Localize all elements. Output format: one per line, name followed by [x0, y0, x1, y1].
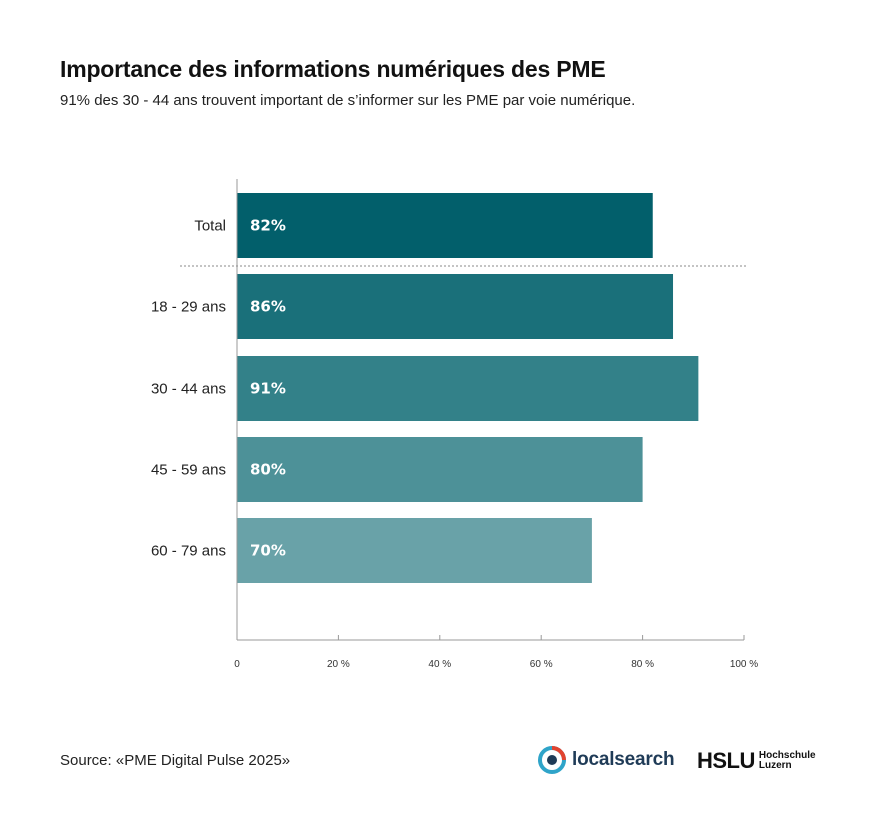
bar-value-label: 91%: [250, 380, 286, 398]
bar-value-label: 80%: [250, 461, 286, 479]
hslu-subtitle: Hochschule Luzern: [759, 751, 816, 771]
category-label: 60 - 79 ans: [151, 543, 226, 560]
bar-value-label: 82%: [250, 217, 286, 235]
bar-value-label: 86%: [250, 298, 286, 316]
bar: [237, 193, 653, 258]
chart-subtitle: 91% des 30 - 44 ans trouvent important d…: [60, 92, 636, 109]
category-label: 18 - 29 ans: [151, 299, 226, 316]
localsearch-icon: [538, 746, 566, 774]
x-tick-label: 40 %: [428, 659, 451, 670]
x-tick-label: 0: [234, 659, 240, 670]
category-label: 45 - 59 ans: [151, 462, 226, 479]
localsearch-logo: localsearch: [538, 746, 675, 774]
x-tick-label: 100 %: [730, 659, 758, 670]
bar-chart: 82% Total 86% 18 - 29 ans 91% 30 - 44 ans 80% 4…: [151, 179, 758, 670]
hslu-wordmark: HSLU: [697, 748, 755, 773]
bar: [237, 437, 643, 502]
x-tick-label: 60 %: [530, 659, 553, 670]
category-label: 30 - 44 ans: [151, 381, 226, 398]
category-label: Total: [194, 218, 226, 235]
bar: [237, 274, 674, 339]
hslu-subtitle-line1: Hochschule: [758, 750, 816, 761]
x-tick-label: 20 %: [327, 659, 350, 670]
chart-title: Importance des informations numériques d…: [60, 56, 606, 82]
bar: [237, 356, 699, 421]
hslu-subtitle-line2: Luzern: [758, 760, 792, 771]
bar-value-label: 70%: [250, 542, 286, 560]
bar: [237, 518, 592, 583]
x-tick-label: 80 %: [631, 659, 654, 670]
hslu-logo: HSLU Hochschule Luzern: [697, 750, 816, 772]
source-note: Source: «PME Digital Pulse 2025»: [60, 752, 291, 769]
localsearch-wordmark: localsearch: [572, 749, 675, 770]
